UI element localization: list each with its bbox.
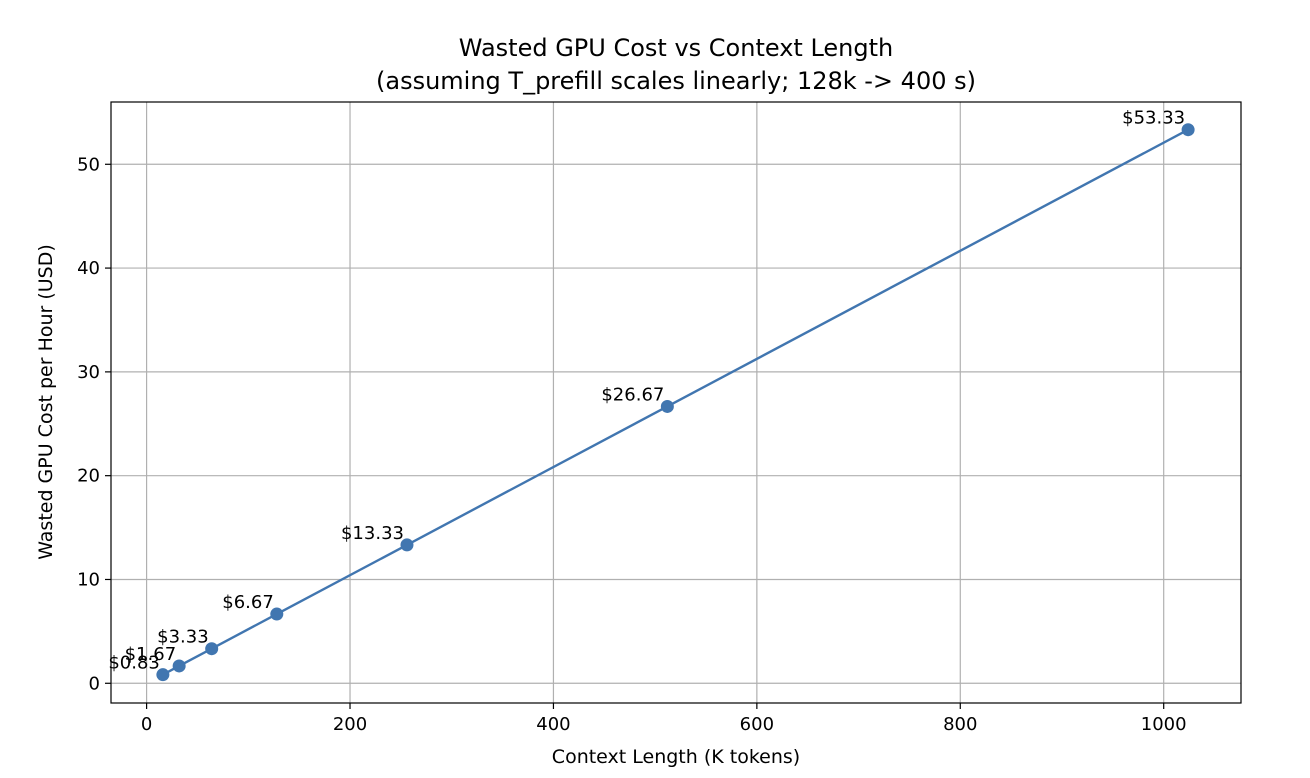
- x-axis-label: Context Length (K tokens): [552, 746, 800, 768]
- data-label: $1.67: [125, 644, 177, 665]
- x-tick-label: 0: [141, 714, 152, 735]
- x-tick-label: 1000: [1141, 714, 1187, 735]
- y-tick-label: 20: [77, 466, 100, 487]
- data-point: [270, 607, 284, 621]
- y-tick-label: 40: [77, 258, 100, 279]
- y-tick-label: 30: [77, 362, 100, 383]
- series-line: [162, 128, 1189, 676]
- data-label: $3.33: [157, 627, 209, 648]
- x-tick-label: 600: [740, 714, 774, 735]
- data-label: $0.83: [108, 653, 160, 674]
- data-point: [400, 538, 414, 552]
- data-label: $6.67: [222, 592, 274, 613]
- data-labels: $0.83$1.67$3.33 $6.67 $13.33 $26.67 $53.33: [108, 108, 1185, 674]
- data-point: [205, 642, 219, 656]
- x-tick-label: 200: [333, 714, 367, 735]
- data-label: $53.33: [1122, 108, 1185, 129]
- chart-subtitle: (assuming T_prefill scales linearly; 128…: [376, 67, 976, 95]
- data-point: [660, 399, 674, 413]
- data-point: [1181, 123, 1195, 137]
- y-tick-label: 0: [89, 673, 100, 694]
- data-point: [156, 668, 170, 682]
- data-label: $13.33: [341, 523, 404, 544]
- y-axis-label: Wasted GPU Cost per Hour (USD): [35, 244, 57, 560]
- y-tick-label: 50: [77, 154, 100, 175]
- axes: 0 200 400 600 800 1000 0 10 20 30 40 50: [77, 101, 1242, 735]
- chart-title: Wasted GPU Cost vs Context Length: [459, 34, 893, 62]
- x-tick-label: 400: [536, 714, 570, 735]
- grid: [111, 102, 1241, 703]
- y-tick-label: 10: [77, 569, 100, 590]
- data-label: $26.67: [601, 384, 664, 405]
- data-point: [172, 659, 186, 673]
- plot-frame: [110, 101, 1242, 704]
- series: [156, 123, 1195, 682]
- x-tick-label: 800: [943, 714, 977, 735]
